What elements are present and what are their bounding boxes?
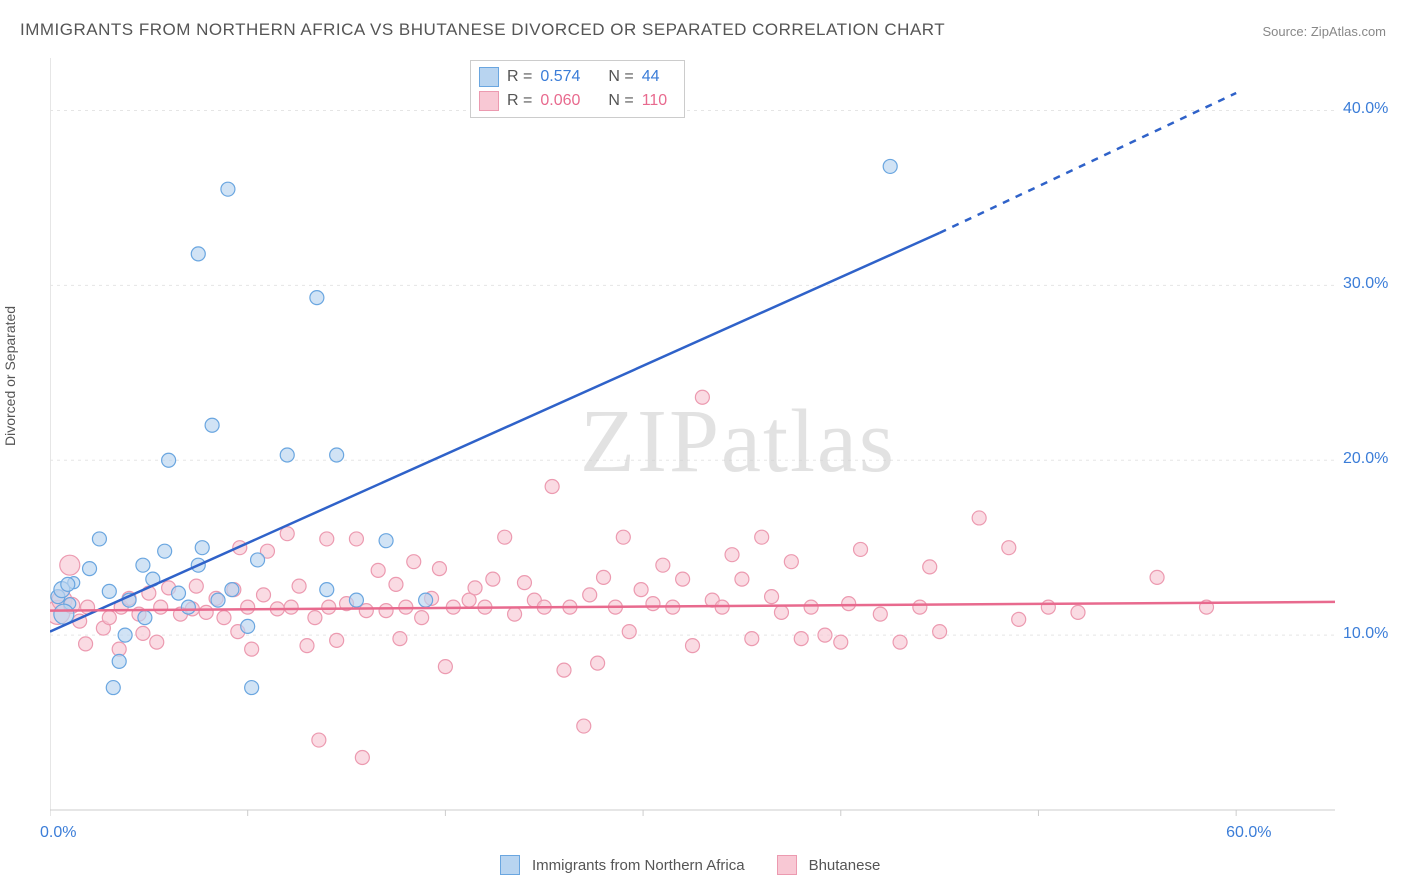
y-tick-label: 30.0% — [1343, 275, 1388, 293]
legend-label: Bhutanese — [809, 857, 881, 874]
source-credit: Source: ZipAtlas.com — [1262, 24, 1386, 39]
legend-swatch — [479, 91, 499, 111]
y-tick-label: 10.0% — [1343, 625, 1388, 643]
legend-swatch — [777, 855, 797, 875]
y-axis-label: Divorced or Separated — [2, 306, 18, 446]
n-label: N = — [608, 89, 633, 113]
r-value: 0.574 — [540, 65, 600, 89]
correlation-row: R = 0.574 N = 44 — [479, 65, 676, 89]
correlation-legend: R = 0.574 N = 44 R = 0.060 N = 110 — [470, 60, 685, 118]
scatter-chart — [50, 58, 1390, 828]
series-legend: Immigrants from Northern Africa Bhutanese — [500, 855, 900, 875]
x-tick-label: 0.0% — [40, 824, 76, 842]
y-tick-label: 40.0% — [1343, 100, 1388, 118]
chart-area — [50, 58, 1390, 828]
r-label: R = — [507, 65, 532, 89]
legend-label: Immigrants from Northern Africa — [532, 857, 745, 874]
n-value: 44 — [642, 65, 676, 89]
chart-title: IMMIGRANTS FROM NORTHERN AFRICA VS BHUTA… — [20, 20, 945, 40]
y-tick-label: 20.0% — [1343, 450, 1388, 468]
r-label: R = — [507, 89, 532, 113]
legend-swatch — [500, 855, 520, 875]
legend-swatch — [479, 67, 499, 87]
n-label: N = — [608, 65, 633, 89]
correlation-row: R = 0.060 N = 110 — [479, 89, 676, 113]
x-tick-label: 60.0% — [1226, 824, 1271, 842]
r-value: 0.060 — [540, 89, 600, 113]
n-value: 110 — [642, 89, 676, 113]
